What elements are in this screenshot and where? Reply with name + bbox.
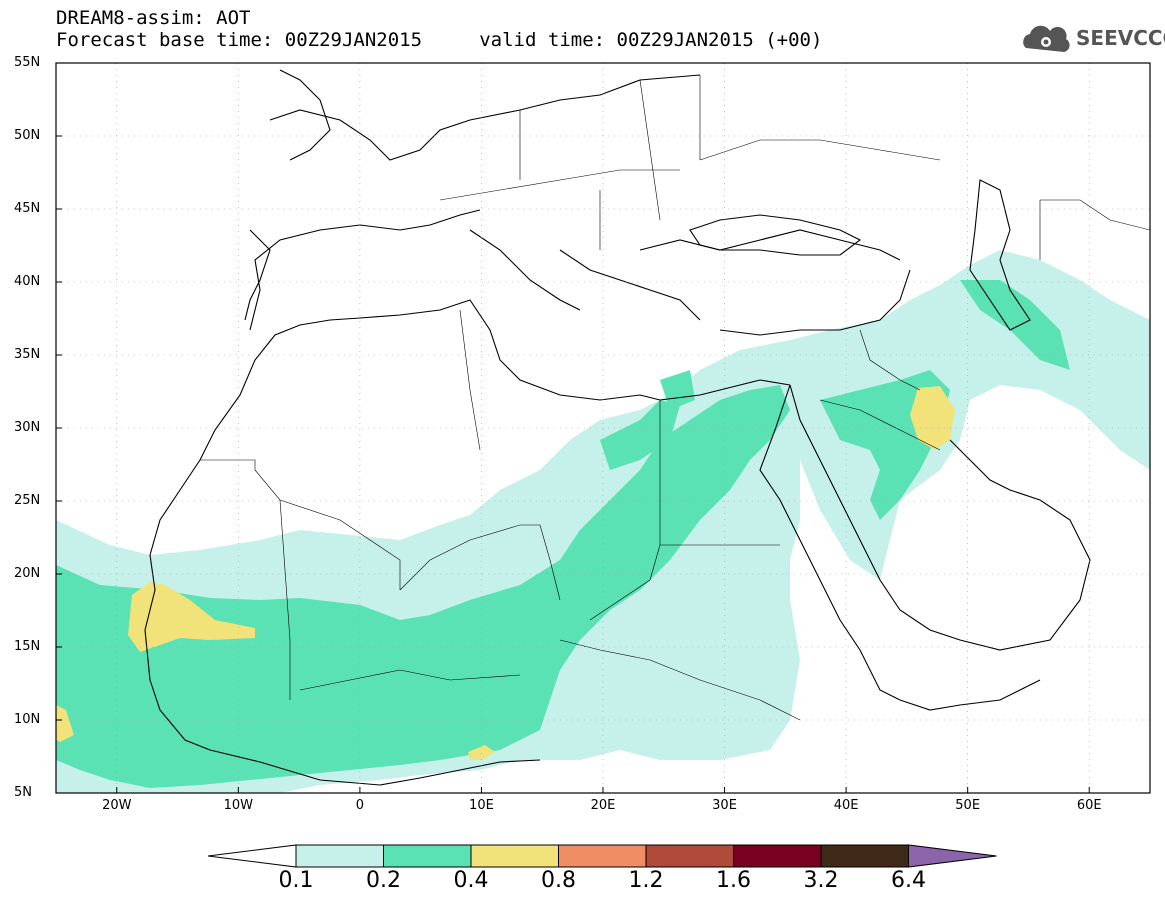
lat-tick-label: 10N — [14, 712, 41, 727]
colorbar-over-triangle — [908, 844, 997, 868]
lon-tick-label: 10W — [223, 798, 254, 813]
lon-tick-label: 50E — [955, 798, 981, 813]
chart-title: DREAM8-assim: AOT — [56, 7, 251, 29]
lon-tick-label: 40E — [833, 798, 859, 813]
lon-tick-label: 10E — [469, 798, 494, 813]
lon-tick-label: 20E — [590, 798, 616, 813]
colorbar-label: 0.8 — [541, 868, 576, 893]
lat-tick-label: 20N — [14, 566, 41, 581]
lat-tick-label: 50N — [14, 128, 41, 143]
aot-0.4-0.8-area — [56, 386, 955, 760]
lat-tick-label: 30N — [14, 420, 41, 435]
logo-text: SEEVCCC — [1076, 26, 1165, 50]
lat-tick-label: 35N — [14, 347, 41, 362]
colorbar-box — [470, 844, 559, 868]
colorbar-under-triangle — [207, 844, 297, 868]
lat-tick-label: 5N — [14, 785, 32, 800]
colorbar-box — [295, 844, 384, 868]
chart-subtitle: Forecast base time: 00Z29JAN2015 valid t… — [56, 29, 823, 51]
colorbar-label: 1.2 — [628, 868, 664, 893]
cloud-gear-icon — [1023, 25, 1070, 52]
colorbar-box — [820, 844, 909, 868]
country-borders — [200, 75, 1150, 721]
colorbar-box — [383, 844, 472, 868]
lat-tick-label: 25N — [14, 493, 41, 508]
colorbar-label: 6.4 — [891, 868, 926, 893]
colorbar-label: 3.2 — [803, 868, 839, 893]
lon-tick-label: 30E — [712, 798, 737, 813]
colorbar — [207, 844, 997, 868]
colorbar-box — [733, 844, 822, 868]
lat-tick-label: 45N — [14, 201, 41, 216]
coastlines — [144, 69, 1091, 786]
lat-tick-label: 15N — [14, 639, 41, 654]
colorbar-label: 1.6 — [716, 868, 751, 893]
colorbar-label: 0.1 — [278, 868, 314, 893]
lon-tick-label: 0 — [355, 798, 365, 813]
lat-tick-label: 55N — [14, 55, 41, 70]
lat-tick-label: 40N — [14, 274, 41, 289]
colorbar-label: 0.4 — [453, 868, 489, 893]
colorbar-box — [645, 844, 734, 868]
colorbar-box — [558, 844, 647, 868]
colorbar-label: 0.2 — [366, 868, 401, 893]
lon-tick-label: 60E — [1076, 798, 1102, 813]
lon-tick-label: 20W — [102, 798, 132, 813]
map-grid — [56, 63, 1150, 793]
